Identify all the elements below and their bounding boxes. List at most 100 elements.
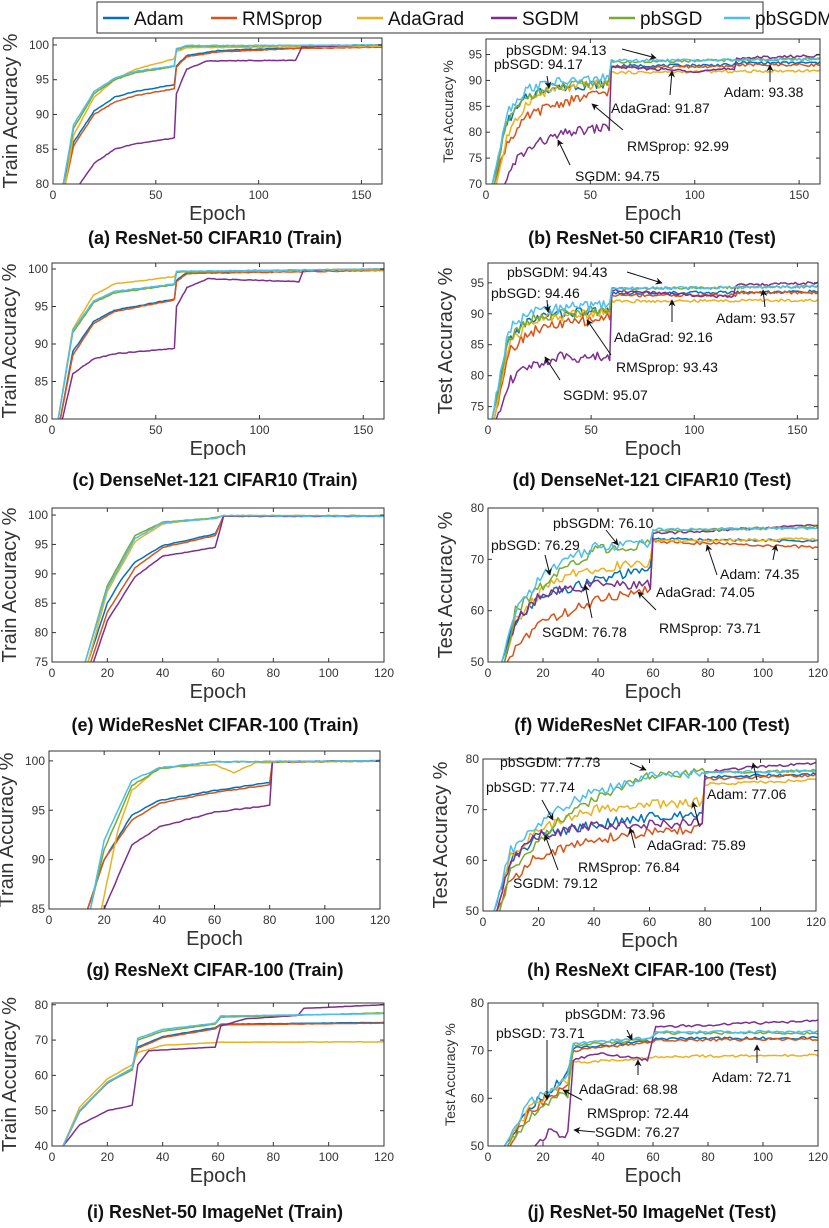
annotation-label: AdaGrad: 92.16 xyxy=(614,329,713,345)
chart-panel-g: 0 20 40 60 80 100 120 85 90 95 100 Epoch Train Accur… xyxy=(0,750,390,980)
y-tick-label: 80 xyxy=(466,752,480,766)
y-tick-label: 95 xyxy=(471,276,485,290)
chart-panel-h: 0 20 40 60 80 100 120 50 60 70 80 Epoch Test Accurac… xyxy=(430,752,826,980)
x-tick-label: 40 xyxy=(591,1150,605,1164)
series-line-adagrad xyxy=(62,1040,384,1146)
series-line-adagrad xyxy=(503,537,818,662)
annotation-label: Adam: 93.57 xyxy=(716,310,796,326)
series-line-rmsprop xyxy=(496,773,816,911)
panel-caption: (c) DenseNet-121 CIFAR10 (Train) xyxy=(72,470,357,490)
x-tick-label: 20 xyxy=(532,915,546,929)
panel-caption: (j) ResNet-50 ImageNet (Test) xyxy=(528,1202,777,1222)
series-line-rmsprop xyxy=(59,269,384,419)
panel-caption: (g) ResNeXt CIFAR-100 (Train) xyxy=(86,960,343,980)
y-axis-label: Train Accuracy % xyxy=(0,33,22,188)
x-tick-label: 40 xyxy=(156,666,170,680)
series-line-sgdm xyxy=(504,53,820,184)
x-tick-label: 20 xyxy=(536,1150,550,1164)
axes-frame xyxy=(485,38,821,185)
x-tick-label: 120 xyxy=(808,1150,828,1164)
y-axis-label: Train Accuracy % xyxy=(0,752,18,907)
x-axis-label: Epoch xyxy=(621,930,678,952)
y-tick-label: 95 xyxy=(35,300,49,314)
annotation-arrow xyxy=(586,319,612,356)
plot-area xyxy=(49,751,380,909)
legend-entry-pbsgd: pbSGD xyxy=(609,9,702,30)
x-tick-label: 120 xyxy=(374,1150,394,1164)
annotation-arrow xyxy=(605,529,619,546)
x-tick-label: 60 xyxy=(211,666,225,680)
y-tick-label: 85 xyxy=(36,142,50,156)
x-tick-label: 60 xyxy=(646,666,660,680)
plot-area xyxy=(488,263,818,419)
x-tick-label: 150 xyxy=(789,188,809,202)
x-tick-label: 80 xyxy=(267,666,281,680)
y-tick-label: 70 xyxy=(469,177,483,191)
axes-frame xyxy=(487,262,819,420)
y-tick-label: 95 xyxy=(32,803,46,817)
x-tick-label: 100 xyxy=(753,666,773,680)
annotation-label: SGDM: 79.12 xyxy=(513,875,598,891)
y-tick-label: 60 xyxy=(471,604,485,618)
annotation-label: pbSGDM: 76.10 xyxy=(553,515,654,531)
x-tick-label: 60 xyxy=(646,1150,660,1164)
legend-label: AdaGrad xyxy=(388,9,464,30)
y-tick-label: 80 xyxy=(35,998,49,1012)
series-line-rmsprop xyxy=(493,62,820,184)
y-axis-label: Test Accuracy % xyxy=(435,511,457,658)
panel-caption: (h) ResNeXt CIFAR-100 (Test) xyxy=(527,960,777,980)
panel-caption: (e) WideResNet CIFAR-100 (Train) xyxy=(72,715,359,735)
series-line-pbsgdm xyxy=(62,1012,384,1146)
y-axis-label: Train Accuracy % xyxy=(0,507,21,662)
series-line-pbsgdm xyxy=(89,759,380,909)
x-tick-label: 120 xyxy=(808,666,828,680)
x-tick-label: 100 xyxy=(319,666,339,680)
x-tick-label: 100 xyxy=(685,188,705,202)
series-line-sgdm xyxy=(534,1019,818,1146)
legend-entry-sgdm: SGDM xyxy=(491,9,579,30)
plot-area xyxy=(488,1003,818,1146)
y-tick-label: 75 xyxy=(35,655,49,669)
x-tick-label: 0 xyxy=(46,913,53,927)
annotation-arrow xyxy=(573,1127,596,1135)
annotation-arrow xyxy=(543,834,559,871)
y-tick-label: 80 xyxy=(471,501,485,515)
x-axis-label: Epoch xyxy=(625,203,682,225)
x-tick-label: 0 xyxy=(49,666,56,680)
y-tick-label: 60 xyxy=(35,1068,49,1082)
x-tick-label: 120 xyxy=(374,666,394,680)
y-tick-label: 90 xyxy=(469,73,483,87)
series-line-pbsgdm xyxy=(503,1029,818,1146)
x-tick-label: 80 xyxy=(267,1150,281,1164)
series-line-sgdm xyxy=(79,44,382,184)
annotation-arrow xyxy=(626,1029,633,1041)
x-tick-label: 150 xyxy=(787,423,807,437)
annotation-label: pbSGDM: 73.96 xyxy=(565,1006,666,1022)
legend-label: pbSGD xyxy=(640,9,702,30)
y-axis-label: Train Accuracy % xyxy=(0,997,21,1152)
annotation-arrow xyxy=(760,289,768,308)
axes-frame xyxy=(52,37,383,185)
series-line-sgdm xyxy=(503,524,818,662)
annotation-arrow xyxy=(637,591,657,611)
annotation-label: Adam: 74.35 xyxy=(720,566,800,582)
series-line-pbsgdm xyxy=(57,267,384,419)
x-tick-label: 80 xyxy=(701,666,715,680)
annotation-arrow xyxy=(667,70,675,96)
panel-caption: (d) DenseNet-121 CIFAR10 (Test) xyxy=(513,470,792,490)
y-tick-label: 60 xyxy=(466,853,480,867)
series-line-adagrad xyxy=(495,68,820,184)
x-tick-label: 50 xyxy=(584,423,598,437)
series-line-sgdm xyxy=(62,1003,384,1146)
x-tick-label: 120 xyxy=(806,915,826,929)
legend-entry-adagrad: AdaGrad xyxy=(357,9,464,30)
annotation-label: pbSGD: 94.17 xyxy=(494,56,583,72)
series-line-rmsprop xyxy=(64,46,382,184)
series-line-pbsgdm xyxy=(62,43,382,184)
annotation-label: RMSprop: 73.71 xyxy=(659,620,761,636)
y-tick-label: 70 xyxy=(471,552,485,566)
x-tick-label: 0 xyxy=(49,423,56,437)
annotation-label: Adam: 93.38 xyxy=(724,84,804,100)
x-tick-label: 0 xyxy=(485,423,492,437)
annotation-arrow xyxy=(582,584,593,619)
